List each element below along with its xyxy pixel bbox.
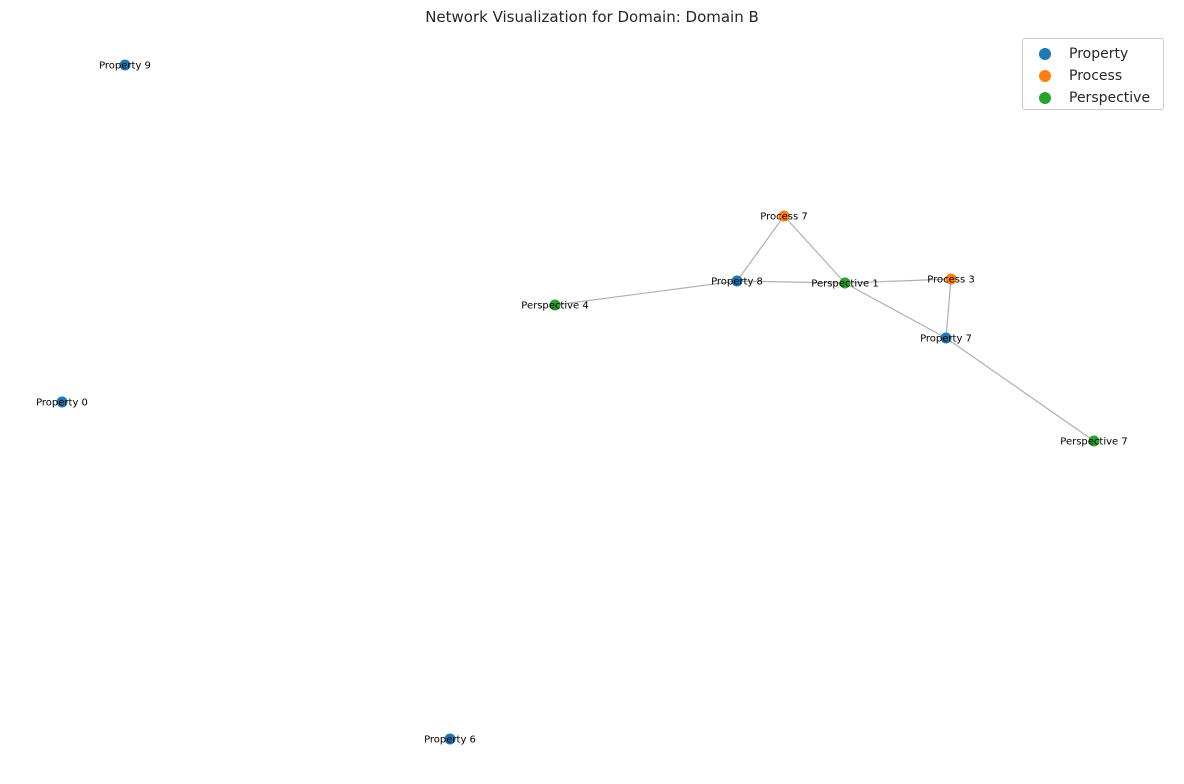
node-label-property-6: Property 6 <box>424 735 476 746</box>
edges-layer <box>554 215 1095 442</box>
edge-perspective-1-to-process-3 <box>844 278 952 284</box>
legend-item-property: Property <box>1033 43 1163 65</box>
legend-marker-property <box>1039 48 1051 60</box>
node-perspective-1 <box>839 277 851 289</box>
node-label-perspective-7: Perspective 7 <box>1060 437 1127 448</box>
node-property-8 <box>731 275 743 287</box>
node-label-property-0: Property 0 <box>36 398 88 409</box>
node-label-property-7: Property 7 <box>920 334 972 345</box>
edge-property-8-to-perspective-1 <box>736 280 846 284</box>
node-property-0 <box>56 396 68 408</box>
node-process-7 <box>778 210 790 222</box>
node-property-7 <box>940 332 952 344</box>
legend-label: Perspective <box>1069 90 1151 106</box>
node-label-process-7: Process 7 <box>760 212 807 223</box>
chart-title: Network Visualization for Domain: Domain… <box>425 8 759 26</box>
legend-item-process: Process <box>1033 65 1163 87</box>
edge-process-7-to-property-8 <box>736 215 785 282</box>
legend-marker-perspective <box>1039 92 1051 104</box>
node-property-6 <box>444 733 456 745</box>
edge-property-7-to-perspective-7 <box>945 337 1095 442</box>
edge-property-8-to-perspective-4 <box>554 280 738 306</box>
node-label-perspective-4: Perspective 4 <box>521 301 588 312</box>
edge-perspective-1-to-property-7 <box>844 282 947 339</box>
legend-marker-process <box>1039 70 1051 82</box>
legend-label: Process <box>1069 68 1123 84</box>
node-perspective-4 <box>549 299 561 311</box>
legend: Property Process Perspective <box>1022 38 1164 110</box>
nodes-layer: Property 9 Property 0 Property 6 Process 7 P… <box>36 59 1128 746</box>
legend-item-perspective: Perspective <box>1033 87 1163 109</box>
node-label-process-3: Process 3 <box>927 275 974 286</box>
legend-label: Property <box>1069 46 1129 62</box>
node-label-property-9: Property 9 <box>99 61 151 72</box>
node-label-perspective-1: Perspective 1 <box>811 279 878 290</box>
node-property-9 <box>119 59 131 71</box>
node-label-property-8: Property 8 <box>711 277 763 288</box>
edge-process-3-to-property-7 <box>945 278 952 339</box>
edge-process-7-to-perspective-1 <box>783 215 846 284</box>
node-process-3 <box>945 273 957 285</box>
node-perspective-7 <box>1088 435 1100 447</box>
